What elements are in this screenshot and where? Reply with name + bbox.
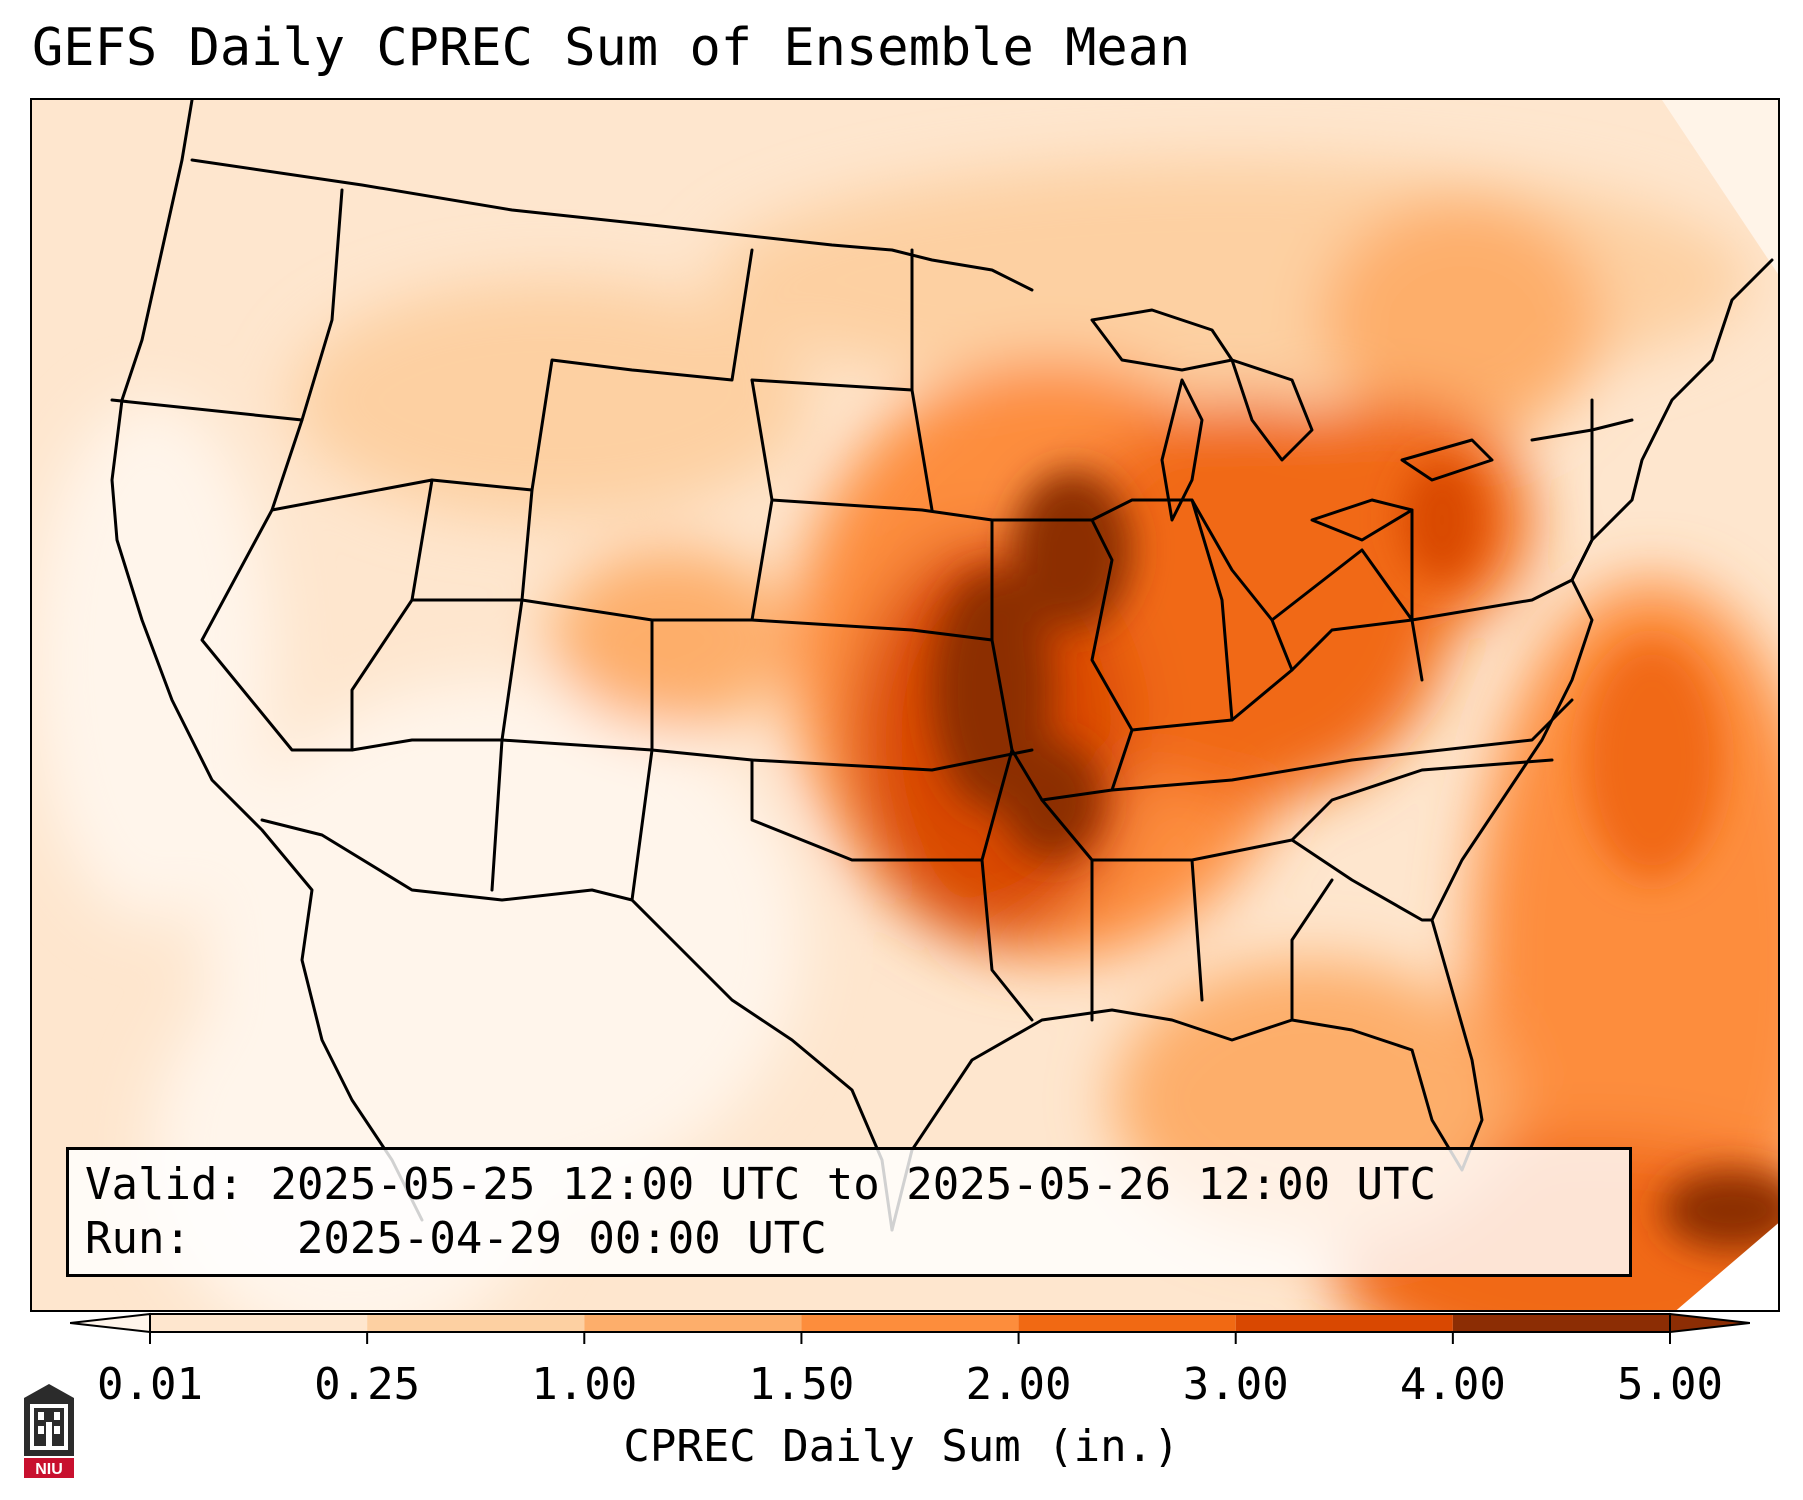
run-value: 2025-04-29 00:00 UTC: [296, 1213, 827, 1264]
run-label: Run:: [85, 1213, 191, 1264]
colorbar-tick-label: 1.50: [748, 1359, 855, 1410]
colorbar-extend-low: [70, 1312, 151, 1334]
colorbar: [70, 1312, 1750, 1344]
precip-field: [32, 160, 1778, 1310]
niu-logo: NIU: [20, 1382, 78, 1480]
validity-box: Valid: 2025-05-25 12:00 UTC to 2025-05-2…: [66, 1147, 1632, 1277]
colorbar-segment: [1235, 1314, 1453, 1332]
map-svg: [32, 100, 1778, 1310]
colorbar-segment: [801, 1314, 1019, 1332]
colorbar-segment: [1018, 1314, 1236, 1332]
map-title: GEFS Daily CPREC Sum of Ensemble Mean: [32, 18, 1191, 78]
colorbar-tick-label: 5.00: [1617, 1359, 1723, 1410]
valid-value: 2025-05-25 12:00 UTC to 2025-05-26 12:00…: [270, 1159, 1437, 1210]
colorbar-segment: [150, 1314, 368, 1332]
niu-logo-bg: [24, 1458, 74, 1478]
colorbar-label: CPREC Daily Sum (in.): [623, 1421, 1180, 1472]
colorbar-segment: [1452, 1314, 1670, 1332]
niu-logo-text: NIU: [35, 1461, 63, 1478]
colorbar-extend-high: [1669, 1312, 1750, 1334]
colorbar-tick-label: 1.00: [531, 1359, 638, 1410]
colorbar-segment: [584, 1314, 802, 1332]
state-boundaries: [110, 100, 1774, 1232]
colorbar-tick-label: 2.00: [965, 1359, 1072, 1410]
niu-tower-icon: [24, 1384, 74, 1456]
colorbar-tick-label: 0.25: [314, 1359, 421, 1410]
valid-label: Valid:: [85, 1159, 244, 1210]
precip-maxima: [932, 460, 1778, 1250]
precip-map: [30, 98, 1780, 1312]
colorbar-segment: [367, 1314, 585, 1332]
colorbar-tick-label: 3.00: [1182, 1359, 1289, 1410]
colorbar-tick-label: 4.00: [1399, 1359, 1506, 1410]
colorbar-tick-label: 0.01: [97, 1359, 203, 1410]
